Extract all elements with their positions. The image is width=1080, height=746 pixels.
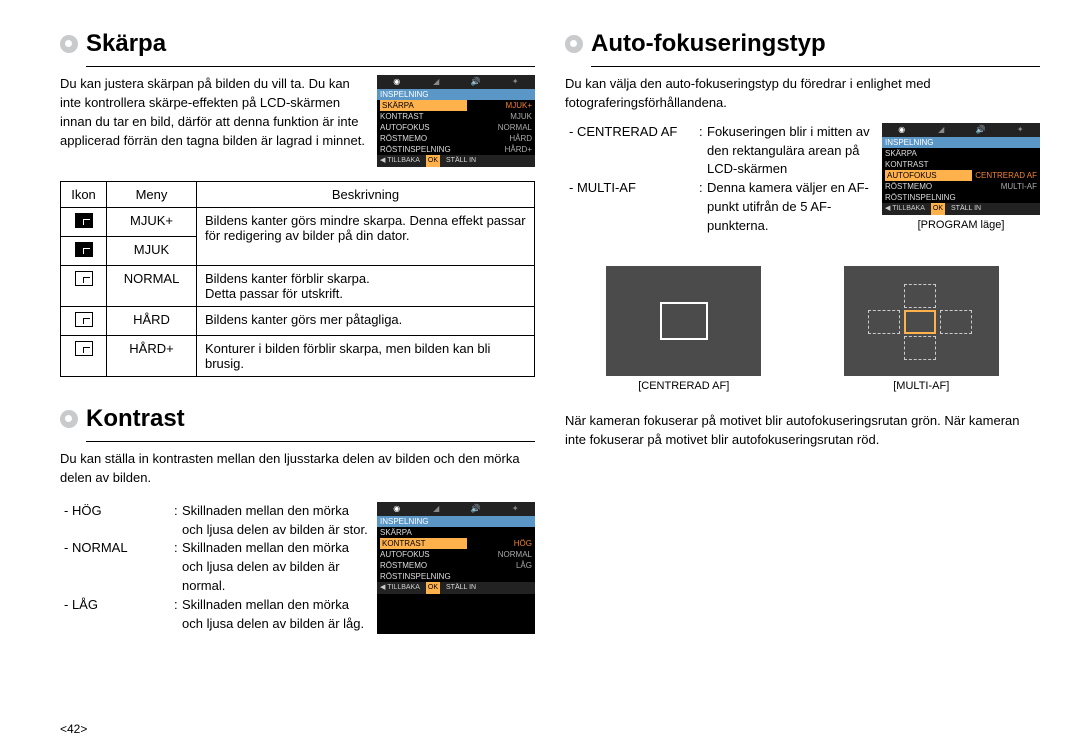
af-point-selected-icon [904, 310, 936, 334]
right-column: Auto-fokuseringstyp Du kan välja den aut… [565, 30, 1040, 736]
af-definitions: - CENTRERAD AF:Fokuseringen blir i mitte… [569, 123, 874, 236]
contrast-intro: Du kan ställa in kontrasten mellan den l… [60, 450, 535, 488]
table-row: HÅRD Bildens kanter görs mer påtagliga. [61, 307, 535, 336]
diagram-caption: [CENTRERAD AF] [606, 380, 761, 392]
tool-icon: ✦ [1001, 123, 1041, 137]
th-icon: Ikon [61, 182, 107, 208]
section-contrast: Kontrast Du kan ställa in kontrasten mel… [60, 405, 535, 648]
sharpness-table: Ikon Meny Beskrivning MJUK+ Bildens kant… [60, 181, 535, 377]
section-title: Auto-fokuseringstyp [591, 30, 826, 58]
diagram-caption: [MULTI-AF] [844, 380, 999, 392]
camera-icon: ◉ [377, 502, 417, 516]
th-menu: Meny [107, 182, 197, 208]
af-intro: Du kan välja den auto-fokuseringstyp du … [565, 75, 1040, 113]
section-sharpness: Skärpa Du kan justera skärpan på bilden … [60, 30, 535, 405]
contrast-definitions: - HÖG:Skillnaden mellan den mörka och lj… [64, 502, 369, 634]
sharpness-intro: Du kan justera skärpan på bilden du vill… [60, 75, 369, 167]
tool-icon: ✦ [496, 75, 536, 89]
section-autofocus: Auto-fokuseringstyp Du kan välja den aut… [565, 30, 1040, 449]
camera-icon: ◉ [882, 123, 922, 137]
divider [86, 441, 535, 442]
tool-icon: ✦ [496, 502, 536, 516]
table-row: NORMAL Bildens kanter förblir skarpa. De… [61, 266, 535, 307]
audio-icon: 🔊 [456, 75, 496, 89]
sharp-icon [75, 341, 93, 356]
sharp-icon [75, 271, 93, 286]
table-row: HÅRD+ Konturer i bilden förblir skarpa, … [61, 336, 535, 377]
tab-icon: ◢ [922, 123, 962, 137]
left-column: Skärpa Du kan justera skärpan på bilden … [60, 30, 535, 736]
page-number: <42> [60, 722, 535, 736]
tab-icon: ◢ [417, 75, 457, 89]
af-note: När kameran fokuserar på motivet blir au… [565, 412, 1040, 450]
tab-icon: ◢ [417, 502, 457, 516]
af-point-icon [940, 310, 972, 334]
section-bullet-icon [60, 410, 78, 428]
audio-icon: 🔊 [961, 123, 1001, 137]
audio-icon: 🔊 [456, 502, 496, 516]
th-desc: Beskrivning [197, 182, 535, 208]
contrast-menu-thumbnail: ◉◢🔊✦ INSPELNING SKÄRPA KONTRASTHÖG AUTOF… [377, 502, 535, 634]
multi-af-diagram [844, 266, 999, 376]
menu-caption: [PROGRAM läge] [882, 219, 1040, 231]
af-point-icon [868, 310, 900, 334]
sharp-icon [75, 312, 93, 327]
section-bullet-icon [565, 35, 583, 53]
camera-icon: ◉ [377, 75, 417, 89]
af-menu-thumbnail: ◉◢🔊✦ INSPELNING SKÄRPA KONTRAST AUTOFOKU… [882, 123, 1040, 215]
sharp-icon [75, 242, 93, 257]
sharpness-menu-thumbnail: ◉◢🔊✦ INSPELNING SKÄRPAMJUK+ KONTRASTMJUK… [377, 75, 535, 167]
centered-af-diagram [606, 266, 761, 376]
table-row: MJUK+ Bildens kanter görs mindre skarpa.… [61, 208, 535, 237]
divider [86, 66, 535, 67]
section-title: Kontrast [86, 405, 185, 433]
section-title: Skärpa [86, 30, 166, 58]
divider [591, 66, 1040, 67]
af-illustrations: [CENTRERAD AF] [MULTI-AF] [565, 266, 1040, 392]
sharp-icon [75, 213, 93, 228]
af-point-icon [904, 336, 936, 360]
section-bullet-icon [60, 35, 78, 53]
af-point-icon [904, 284, 936, 308]
